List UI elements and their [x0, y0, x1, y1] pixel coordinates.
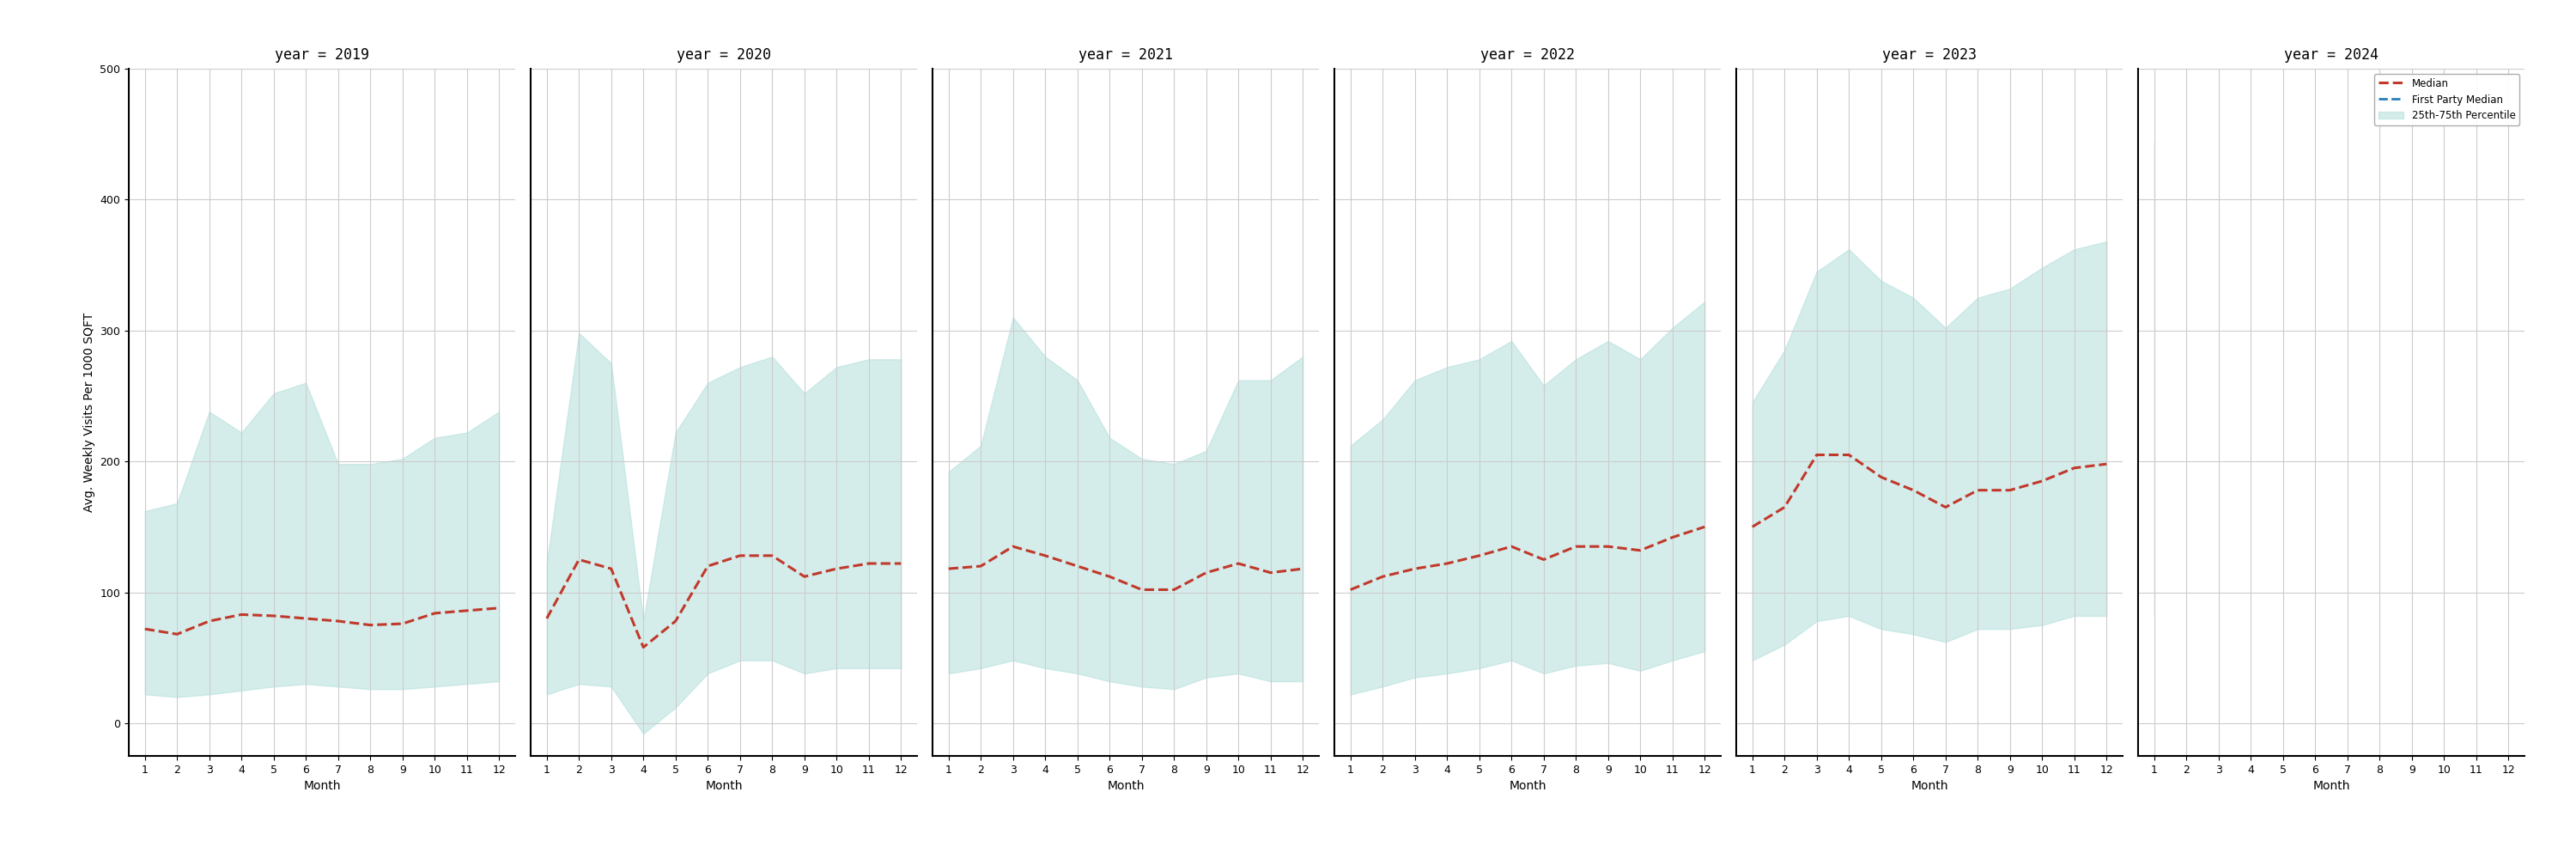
X-axis label: Month: Month	[1108, 780, 1144, 792]
X-axis label: Month: Month	[304, 780, 340, 792]
X-axis label: Month: Month	[706, 780, 742, 792]
X-axis label: Month: Month	[1911, 780, 1947, 792]
X-axis label: Month: Month	[1510, 780, 1546, 792]
Title: year = 2020: year = 2020	[677, 47, 770, 63]
X-axis label: Month: Month	[2313, 780, 2349, 792]
Legend: Median, First Party Median, 25th-75th Percentile: Median, First Party Median, 25th-75th Pe…	[2375, 74, 2519, 125]
Title: year = 2021: year = 2021	[1079, 47, 1172, 63]
Y-axis label: Avg. Weekly Visits Per 1000 SQFT: Avg. Weekly Visits Per 1000 SQFT	[82, 313, 95, 512]
Title: year = 2019: year = 2019	[276, 47, 368, 63]
Title: year = 2024: year = 2024	[2285, 47, 2378, 63]
Title: year = 2023: year = 2023	[1883, 47, 1976, 63]
Title: year = 2022: year = 2022	[1481, 47, 1574, 63]
